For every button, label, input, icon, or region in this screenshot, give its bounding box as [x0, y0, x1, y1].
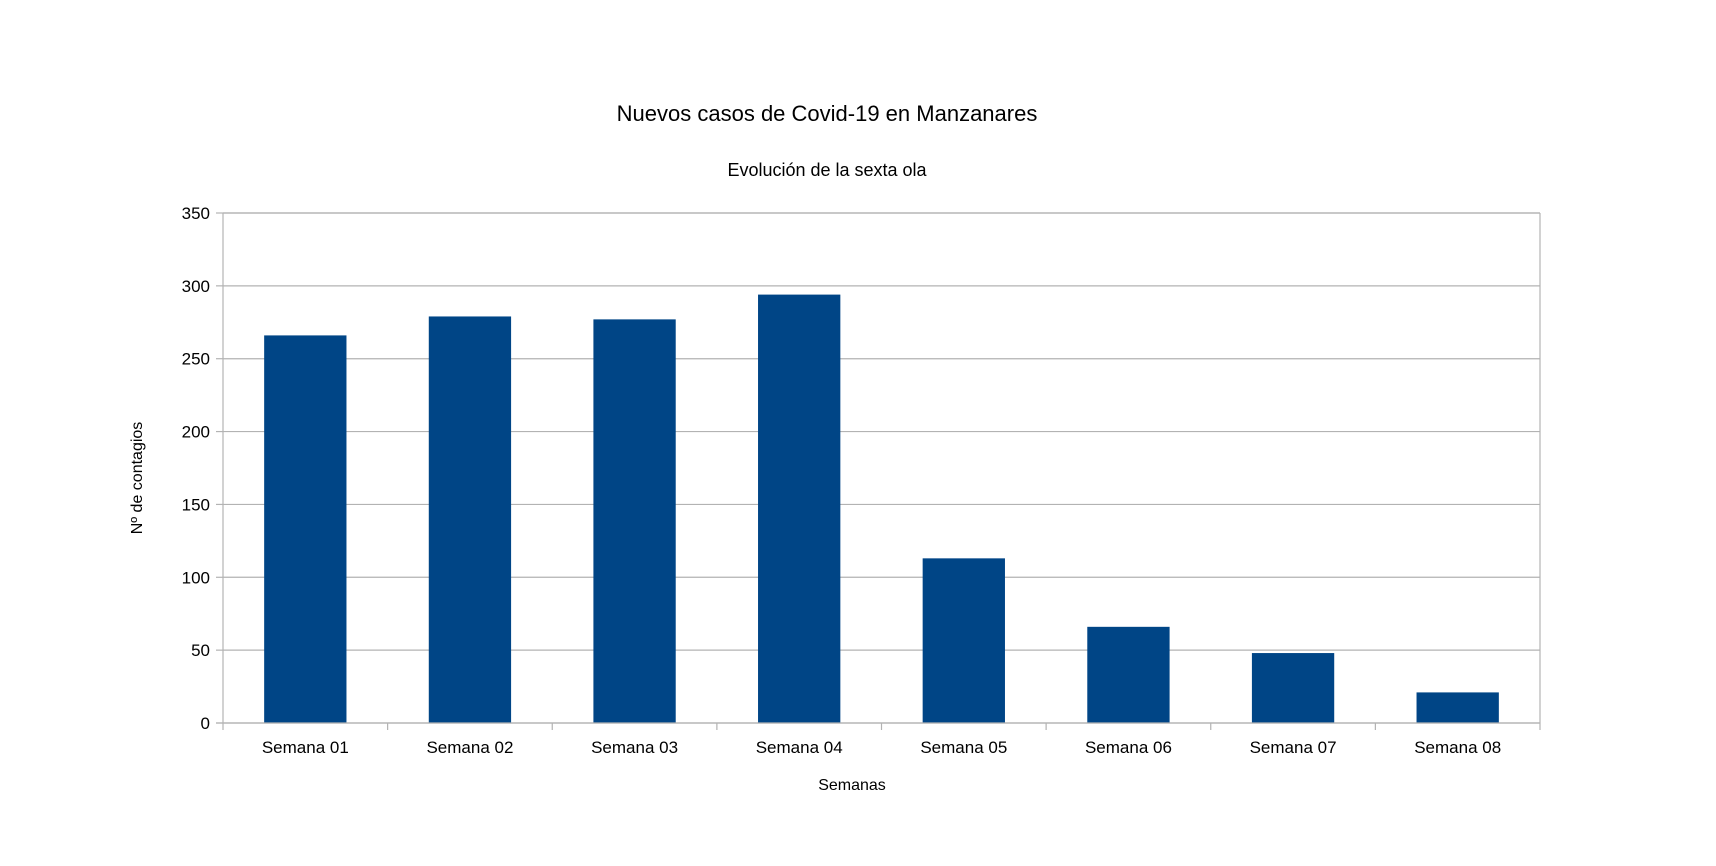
x-tick-label: Semana 04: [756, 738, 843, 757]
x-tick-label: Semana 05: [920, 738, 1007, 757]
y-tick-label: 350: [182, 204, 210, 223]
bar: [1087, 626, 1170, 723]
y-tick-label: 100: [182, 568, 210, 587]
bar: [428, 316, 512, 723]
bar: [1416, 692, 1499, 723]
x-axis-title: Semanas: [818, 777, 886, 794]
axes: [216, 212, 1541, 730]
x-tick-label: Semana 03: [591, 738, 678, 757]
chart-subtitle: Evolución de la sexta ola: [727, 160, 927, 180]
x-tick-label: Semana 08: [1414, 738, 1501, 757]
x-tick-label: Semana 06: [1085, 738, 1172, 757]
y-tick-label: 150: [182, 495, 210, 514]
y-tick-label: 250: [182, 350, 210, 369]
x-tick-label: Semana 07: [1250, 738, 1337, 757]
x-tick-label: Semana 02: [426, 738, 513, 757]
chart-title: Nuevos casos de Covid-19 en Manzanares: [617, 101, 1038, 126]
bar: [922, 558, 1005, 723]
gridlines: [223, 212, 1540, 724]
y-tick-label: 0: [201, 714, 210, 733]
y-tick-label: 200: [182, 423, 210, 442]
bar: [593, 319, 676, 723]
bar: [264, 335, 347, 723]
x-tick-label: Semana 01: [262, 738, 349, 757]
tick-labels: 0 50 100 150 200 250 300 350 Semana 01 Semana 02 S…: [182, 204, 1502, 757]
y-axis-title: Nº de contagios: [129, 422, 146, 535]
bar: [1251, 653, 1335, 723]
y-tick-label: 50: [191, 641, 210, 660]
bar: [758, 294, 841, 723]
y-tick-label: 300: [182, 277, 210, 296]
bars: [264, 294, 1499, 723]
